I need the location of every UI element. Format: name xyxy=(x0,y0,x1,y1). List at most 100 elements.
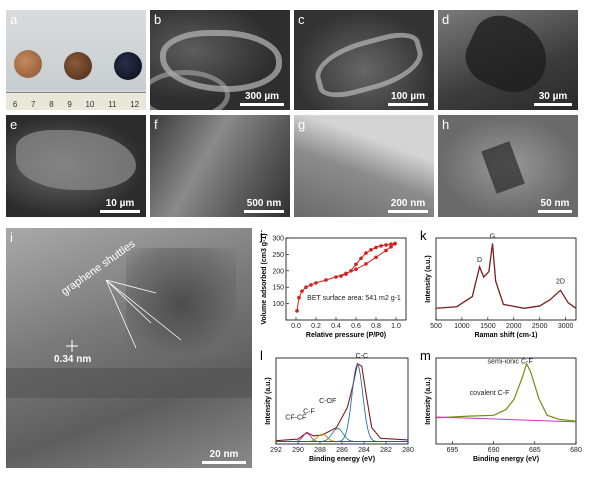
panel-label: j xyxy=(260,228,263,243)
annotation-arrows xyxy=(66,279,182,352)
x-tick-label: 1000 xyxy=(454,323,470,330)
ruler-tick: 9 xyxy=(67,100,72,109)
x-tick-label: 1.0 xyxy=(391,323,401,330)
ruler-tick: 11 xyxy=(108,100,117,109)
data-point xyxy=(309,283,313,287)
panel-label: b xyxy=(154,12,162,27)
data-point xyxy=(359,256,363,261)
panel-c: c 100 µm xyxy=(294,10,434,110)
panel-label: e xyxy=(10,117,18,132)
data-point xyxy=(300,289,304,293)
chart-l-svg: 292 290 288 286 284 282 280 Binding energy (eV)… xyxy=(265,353,414,463)
data-point xyxy=(384,248,388,253)
data-point xyxy=(349,269,353,273)
plot-frame xyxy=(435,357,577,445)
panel-label: f xyxy=(154,117,158,132)
chart-m-svg: 695 690 685 680 Binding energy (eV) Intensity… xyxy=(425,357,582,463)
x-tick-label: 292 xyxy=(270,447,282,454)
scale-bar: 300 µm xyxy=(240,91,284,106)
bet-annotation: BET surface area: 541 m2 g-1 xyxy=(307,295,401,302)
data-point xyxy=(334,275,338,279)
scale-bar: 200 nm xyxy=(388,198,428,213)
sample-disc-2 xyxy=(64,52,92,80)
chart-l: l 292 290 288 286 284 282 280 Binding energy (e… xyxy=(260,348,414,472)
ruler: 6 7 8 9 10 11 12 xyxy=(6,92,146,110)
x-tick-label: 282 xyxy=(380,447,392,454)
chart-m: m 695 690 685 680 Binding energy (eV) Intensi… xyxy=(420,348,582,472)
scale-text: 10 µm xyxy=(105,198,135,209)
y-tick-label: 300 xyxy=(272,236,284,243)
data-point xyxy=(393,241,397,246)
x-tick-label: 1500 xyxy=(480,323,496,330)
peak-label: 2D xyxy=(556,279,565,286)
scale-text: 100 µm xyxy=(390,91,426,102)
series-line xyxy=(275,362,409,442)
peak-label: G xyxy=(490,233,495,240)
peak-label: CF-CF xyxy=(285,414,306,421)
x-tick-label: 280 xyxy=(402,447,414,454)
panel-d: d 30 µm xyxy=(438,10,578,110)
data-point xyxy=(374,255,378,260)
fit-component xyxy=(276,363,407,442)
data-point xyxy=(304,285,308,289)
x-tick-label: 0.8 xyxy=(371,323,381,330)
panel-label: h xyxy=(442,117,450,132)
y-tick-label: 250 xyxy=(272,252,284,259)
panel-a: 6 7 8 9 10 11 12 a xyxy=(6,10,146,110)
series-line xyxy=(435,362,577,422)
plot-frame xyxy=(275,357,409,445)
scale-text: 200 nm xyxy=(390,198,426,209)
data-point xyxy=(297,295,301,300)
x-tick-label: 286 xyxy=(336,447,348,454)
scale-bar: 50 nm xyxy=(538,198,572,213)
x-tick-label: 695 xyxy=(447,447,459,454)
data-point xyxy=(339,274,343,278)
data-point xyxy=(374,245,378,250)
scale-text: 20 nm xyxy=(209,449,239,460)
scale-bar: 20 nm xyxy=(202,449,246,464)
panel-label: a xyxy=(10,12,18,27)
x-tick-label: 690 xyxy=(488,447,500,454)
data-point xyxy=(389,242,393,247)
series-line xyxy=(340,243,396,277)
scale-text: 50 nm xyxy=(540,198,570,209)
x-tick-label: 290 xyxy=(292,447,304,454)
scale-text: 500 nm xyxy=(246,198,282,209)
scale-text: 30 µm xyxy=(538,91,568,102)
data-point xyxy=(384,243,388,247)
data-point xyxy=(314,281,318,285)
data-point xyxy=(369,248,373,252)
data-point xyxy=(379,244,383,248)
scale-bar: 100 µm xyxy=(388,91,428,106)
data-point xyxy=(364,262,368,266)
chart-j-svg: 0.0 0.2 0.4 0.6 0.8 1.0 100 150 200 250 300 Relativ… xyxy=(261,233,407,339)
plot-frame xyxy=(285,237,407,321)
chart-k: k 500 1000 1500 2000 2500 3000 Raman shift (cm… xyxy=(420,228,582,348)
x-tick-label: 0.4 xyxy=(331,323,341,330)
scale-text: 300 µm xyxy=(244,91,280,102)
data-point xyxy=(324,278,328,282)
sample-disc-3 xyxy=(114,52,142,80)
y-tick-label: 150 xyxy=(272,285,284,292)
x-tick-label: 3000 xyxy=(558,323,574,330)
x-axis-label: Binding energy (eV) xyxy=(473,456,539,463)
x-tick-label: 680 xyxy=(570,447,582,454)
y-axis-label: Volume adsorbed (cm3 g-1) xyxy=(261,233,268,324)
y-axis-label: Intensity (a.u.) xyxy=(265,377,272,424)
x-tick-label: 685 xyxy=(529,447,541,454)
ruler-tick: 8 xyxy=(49,100,54,109)
panel-f: f 500 nm xyxy=(150,115,290,217)
series-line xyxy=(435,243,577,309)
lattice-spacing: 0.34 nm xyxy=(54,354,92,365)
panel-g: g 200 nm xyxy=(294,115,434,217)
data-point xyxy=(354,267,358,271)
data-point xyxy=(344,272,348,276)
x-tick-label: 500 xyxy=(430,323,442,330)
peak-label: C-C xyxy=(356,353,368,360)
y-axis-label: Intensity (a.u.) xyxy=(425,255,432,302)
chart-j: j 0.0 0.2 0.4 0.6 0.8 1.0 100 150 200 250 300 Relat… xyxy=(260,228,414,348)
x-tick-label: 284 xyxy=(358,447,370,454)
peak-label: C-F xyxy=(303,409,315,416)
chart-k-svg: 500 1000 1500 2000 2500 3000 Raman shift (cm-1… xyxy=(425,233,577,339)
scale-bar: 10 µm xyxy=(100,198,140,213)
